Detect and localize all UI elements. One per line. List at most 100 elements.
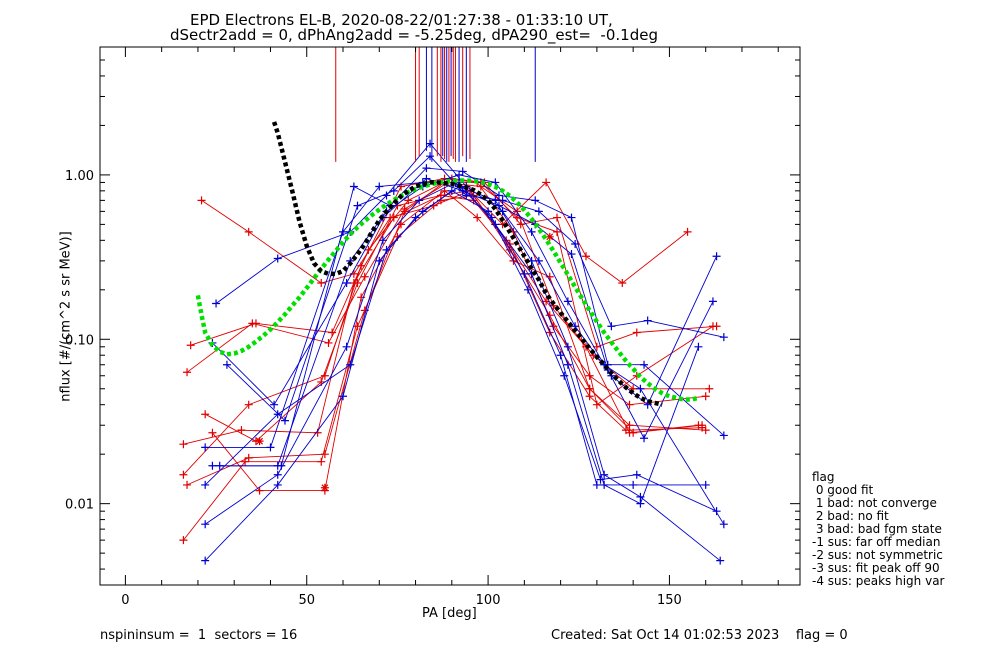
data-point (339, 392, 348, 401)
data-point (683, 227, 692, 236)
data-point (625, 400, 634, 409)
legend-item-7: -4 sus: peaks high var (812, 574, 945, 588)
data-point (183, 368, 192, 377)
series-line-12 (212, 174, 725, 525)
data-point (458, 167, 467, 176)
data-point (552, 213, 561, 222)
data-point (179, 536, 188, 545)
x-tick-label: 50 (298, 593, 315, 608)
data-point (208, 461, 217, 470)
axes-group: 0 50 100 150 0.01 0.10 1.00 (65, 46, 801, 608)
data-point (241, 457, 250, 466)
y-tick-label: 1.00 (65, 169, 94, 184)
data-point (705, 384, 714, 393)
data-point (418, 207, 427, 216)
data-point (411, 213, 420, 222)
data-point (563, 360, 572, 369)
data-point (186, 341, 195, 350)
series-line-5 (190, 178, 717, 348)
series-line-17 (205, 181, 699, 505)
star-marker-2 (545, 232, 554, 241)
legend-item-3: 3 bad: bad fgm state (812, 522, 942, 536)
data-point (600, 480, 609, 489)
data-point (694, 342, 703, 351)
data-point (357, 293, 366, 302)
x-tick-label: 0 (121, 593, 129, 608)
data-point (618, 278, 627, 287)
data-point (212, 299, 221, 308)
series-line-16 (212, 178, 714, 440)
data-point (571, 239, 580, 248)
data-point (719, 431, 728, 440)
data-point (273, 254, 282, 263)
data-point (498, 207, 507, 216)
data-point (201, 520, 210, 529)
data-point (629, 480, 638, 489)
data-point (531, 196, 540, 205)
data-point (643, 316, 652, 325)
plot-frame (99, 46, 801, 586)
data-point (473, 213, 482, 222)
data-point (244, 227, 253, 236)
data-point (426, 152, 435, 161)
legend-title: flag (812, 470, 835, 484)
data-point (498, 196, 507, 205)
data-point (255, 486, 264, 495)
data-point (179, 440, 188, 449)
data-point (353, 201, 362, 210)
star-marker-1 (320, 483, 329, 492)
data-point (567, 250, 576, 259)
data-point (339, 227, 348, 236)
data-point (183, 480, 192, 489)
series-line-6 (201, 181, 688, 284)
data-point (244, 453, 253, 462)
data-point (273, 480, 282, 489)
data-point (701, 480, 710, 489)
data-point (542, 178, 551, 187)
data-point (215, 461, 224, 470)
data-point (197, 196, 206, 205)
data-point (701, 392, 710, 401)
x-axis-label: PA [deg] (422, 606, 477, 621)
data-point (607, 322, 616, 331)
legend-item-0: 0 good fit (812, 483, 874, 497)
data-point (640, 360, 649, 369)
data-point (201, 443, 210, 452)
y-axis-label: nflux [#/(cm^2 s sr MeV)] (58, 231, 74, 402)
y-tick-label: 0.10 (65, 333, 94, 348)
series-line-0 (183, 194, 703, 445)
legend-item-6: -3 sus: fit peak off 90 (812, 561, 940, 575)
data-point (632, 328, 641, 337)
legend-item-2: 2 bad: no fit (812, 509, 889, 523)
legend-item-1: 1 bad: not converge (812, 496, 937, 510)
data-point (324, 338, 333, 347)
green-fit-curve (195, 178, 699, 402)
data-point (251, 319, 260, 328)
data-point (563, 297, 572, 306)
data-point (567, 213, 576, 222)
data-point (712, 322, 721, 331)
data-point (523, 285, 532, 294)
data-point (629, 428, 638, 437)
data-point (244, 400, 253, 409)
footer-right: Created: Sat Oct 14 01:02:53 2023 flag =… (551, 628, 848, 643)
data-point (534, 256, 543, 265)
data-point (349, 182, 358, 191)
data-point (698, 421, 707, 430)
footer-left: nspininsum = 1 sectors = 16 (100, 628, 298, 643)
vertical-lines-group (335, 47, 536, 162)
chart-title-line2: dSectr2add = 0, dPhAng2add = -5.25deg, d… (170, 26, 658, 44)
data-point (328, 328, 337, 337)
data-point (389, 186, 398, 195)
legend-item-5: -2 sus: not symmetric (812, 548, 943, 562)
data-point (625, 421, 634, 430)
data-point (397, 220, 406, 229)
data-point (636, 384, 645, 393)
data-point (313, 428, 322, 437)
data-point (596, 475, 605, 484)
data-point (582, 252, 591, 261)
data-point (632, 470, 641, 479)
data-point (701, 426, 710, 435)
data-point (382, 245, 391, 254)
data-point (375, 182, 384, 191)
